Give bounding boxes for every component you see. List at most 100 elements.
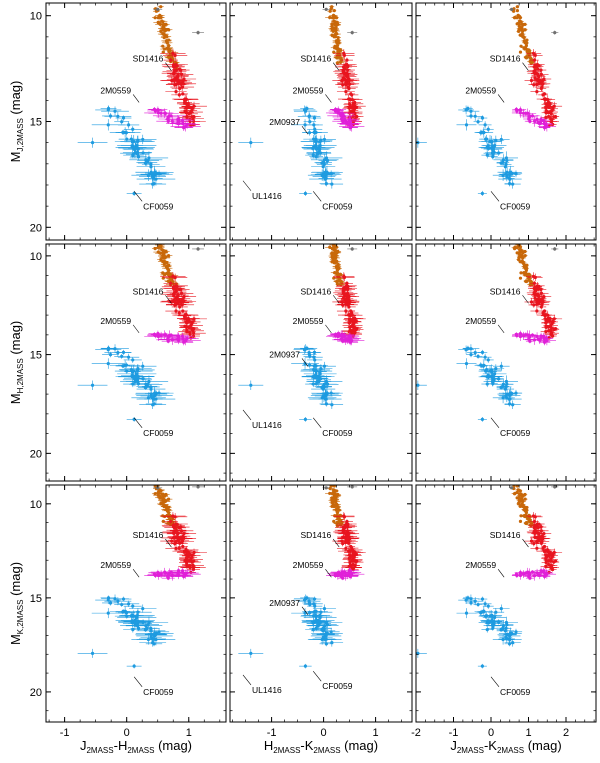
data-points (77, 5, 207, 196)
data-point (180, 85, 184, 89)
data-point (185, 106, 189, 110)
data-point (331, 13, 336, 17)
data-point (531, 274, 536, 278)
data-point (490, 151, 495, 155)
data-point (335, 39, 339, 43)
data-point (323, 177, 328, 181)
annotation-leader (490, 191, 500, 202)
data-point (311, 146, 315, 150)
data-point (192, 317, 196, 321)
data-point (501, 160, 505, 164)
data-point (321, 160, 325, 164)
data-point (162, 47, 167, 51)
data-point (166, 337, 170, 341)
annotation-leader (132, 94, 140, 103)
annotation-label: 2M0559 (293, 85, 324, 95)
data-point (332, 50, 336, 54)
panel-frame (45, 243, 227, 482)
panel-frame (229, 2, 413, 241)
data-point (550, 321, 554, 326)
data-point (535, 302, 539, 306)
data-point (544, 106, 548, 110)
data-point (308, 354, 312, 359)
data-point (166, 254, 171, 258)
data-point (183, 559, 187, 563)
data-point (177, 67, 181, 71)
data-point (121, 350, 126, 354)
data-point (121, 130, 125, 135)
data-point (160, 248, 164, 252)
data-point (523, 254, 527, 258)
data-point (136, 138, 140, 142)
data-point (514, 107, 518, 111)
data-point (532, 303, 536, 307)
data-point (333, 44, 337, 48)
data-point (171, 514, 175, 518)
data-point (333, 32, 338, 36)
data-point (333, 259, 338, 263)
annotation-leader (312, 417, 322, 428)
data-point (90, 383, 95, 387)
annotation-leader (165, 62, 172, 71)
annotation-label: 2M0559 (293, 316, 324, 326)
data-point (347, 119, 351, 123)
data-point (332, 276, 336, 280)
data-point (151, 403, 155, 407)
data-point (497, 377, 501, 381)
data-point (313, 140, 318, 144)
data-point (523, 265, 527, 269)
data-point (167, 263, 171, 267)
panel-frame (415, 243, 597, 482)
data-point (163, 333, 167, 337)
data-point (169, 58, 173, 62)
data-point (133, 146, 138, 150)
data-point (332, 251, 337, 255)
data-point (156, 571, 160, 575)
data-point (552, 317, 556, 321)
data-point (476, 354, 480, 359)
data-point (518, 108, 522, 112)
data-point (169, 519, 173, 524)
data-point (163, 570, 167, 574)
data-point (344, 309, 348, 313)
data-point (174, 546, 178, 550)
data-point (536, 67, 540, 71)
data-point (483, 355, 487, 359)
data-point (535, 117, 539, 122)
data-point (533, 63, 537, 67)
data-points (238, 5, 366, 196)
data-point (314, 364, 318, 368)
panel-r1c3: SD1416 2M0559 CF0059 (415, 2, 597, 241)
annotation-leader (522, 295, 529, 304)
data-point (518, 332, 522, 336)
data-point (508, 177, 512, 181)
data-point (490, 379, 495, 384)
data-point (343, 285, 348, 289)
data-point (332, 19, 336, 23)
data-point (532, 338, 537, 342)
data-point (335, 61, 340, 65)
data-point (337, 273, 341, 277)
annotation-leader (133, 417, 143, 428)
data-point (171, 285, 175, 289)
data-point (520, 259, 524, 263)
data-point (541, 299, 545, 303)
data-point (485, 367, 489, 372)
panel-r2c1: 10 15 20 SD1416 2M0559 CF0059 MH,2MASS (mag) (8, 243, 227, 482)
data-point (319, 138, 323, 142)
data-point (181, 121, 185, 125)
data-point (345, 68, 350, 72)
data-point (177, 119, 181, 123)
data-point (517, 22, 521, 26)
data-points (416, 5, 563, 196)
data-point (539, 68, 543, 72)
data-point (176, 297, 180, 301)
data-point (314, 155, 318, 159)
data-point (157, 15, 161, 20)
y-axis-label: MJ,2MASS (mag) (8, 81, 25, 163)
data-point (158, 495, 163, 499)
data-point (476, 120, 480, 124)
data-point (354, 105, 358, 109)
data-point (333, 271, 337, 275)
